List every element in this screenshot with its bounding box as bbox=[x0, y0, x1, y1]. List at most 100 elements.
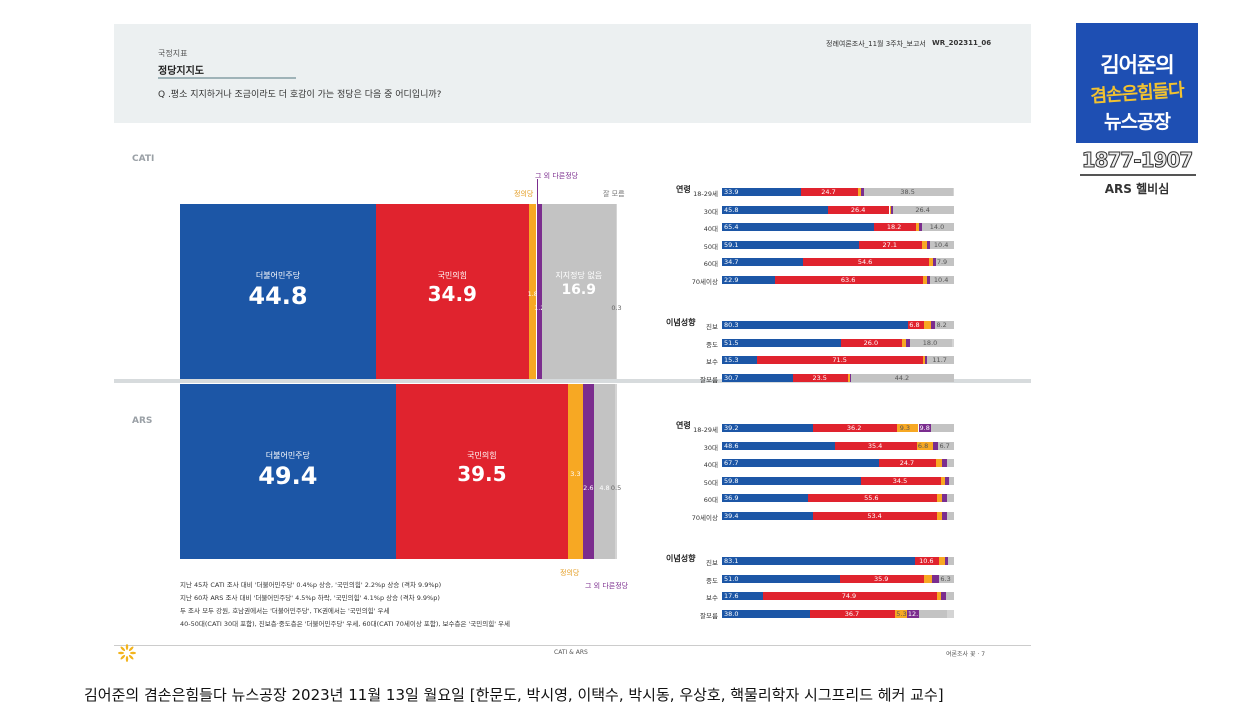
cati-breakdown-chart: 연령 18-29세 33.9 24.7 38.5 30대 45.8 26.4 26.4 40대 65… bbox=[666, 184, 966, 384]
breakdown-segment-other bbox=[891, 205, 893, 214]
main-bar-segment-justice: 1.8 bbox=[528, 204, 538, 379]
breakdown-value-label: 35.4 bbox=[867, 441, 883, 450]
breakdown-value-label: 34.7 bbox=[724, 258, 739, 266]
breakdown-row-label: 30대 bbox=[703, 443, 718, 452]
main-bar-value-label: 16.9 bbox=[561, 281, 596, 298]
breakdown-segment-dem bbox=[722, 494, 808, 502]
breakdown-segment-none bbox=[947, 494, 954, 502]
breakdown-value-label: 54.6 bbox=[857, 258, 873, 266]
main-bar-segment-dk: 0.5 bbox=[611, 384, 621, 559]
breakdown-value-label: 26.4 bbox=[915, 205, 930, 214]
breakdown-value-label: 22.9 bbox=[724, 275, 739, 284]
breakdown-value-label: 12.1 bbox=[907, 609, 923, 618]
breakdown-segment-justice bbox=[901, 338, 907, 347]
breakdown-segment-justice bbox=[936, 592, 942, 600]
ars-label: ARS 헬비심 bbox=[1104, 182, 1170, 196]
breakdown-value-label: 8.2 bbox=[936, 321, 947, 329]
breakdown-value-label: 80.3 bbox=[724, 321, 739, 329]
main-bar-category-label: 지지정당 없음 bbox=[555, 270, 603, 280]
breakdown-row-label: 진보 bbox=[706, 559, 718, 567]
breakdown-value-label: 36.2 bbox=[846, 424, 862, 432]
breakdown-value-label: 30.7 bbox=[724, 373, 739, 382]
breakdown-value-label: 11.7 bbox=[932, 356, 947, 364]
footer-page: 여론조사 꽃 · 7 bbox=[946, 651, 986, 658]
breakdown-row-label: 보수 bbox=[706, 594, 718, 602]
video-caption: 김어준의 겸손은힘들다 뉴스공장 2023년 11월 13일 월요일 [한문도,… bbox=[84, 686, 944, 704]
breakdown-value-label: 35.9 bbox=[873, 574, 889, 583]
breakdown-segment-other bbox=[850, 373, 852, 382]
breakdown-segment-other bbox=[906, 338, 910, 347]
breakdown-value-label: 39.2 bbox=[724, 424, 739, 432]
breakdown-row-label: 중도 bbox=[706, 576, 718, 585]
main-bar-category-label: 더불어민주당 bbox=[265, 450, 310, 460]
breakdown-segment-ppp bbox=[813, 511, 938, 520]
breakdown-segment-ppp bbox=[908, 321, 925, 329]
main-bar-segment-none: 지지정당 없음 16.9 bbox=[541, 204, 616, 379]
main-bar-segment-justice: 3.3 bbox=[568, 384, 583, 559]
breakdown-segment-dem bbox=[722, 258, 803, 266]
main-bar-value-label: 49.4 bbox=[258, 461, 318, 490]
breakdown-row-label: 60대 bbox=[703, 260, 718, 268]
breakdown-segment-other bbox=[945, 476, 949, 485]
breakdown-segment-none bbox=[931, 424, 954, 432]
breakdown-segment-none bbox=[926, 356, 954, 364]
breakdown-segment-none bbox=[919, 609, 948, 618]
main-bar-value-label: 0.3 bbox=[611, 303, 622, 312]
breakdown-segment-other bbox=[925, 356, 927, 364]
breakdown-segment-dem bbox=[722, 275, 776, 284]
breakdown-value-label: 9.8 bbox=[919, 424, 930, 432]
breakdown-segment-justice bbox=[896, 424, 919, 432]
breakdown-value-label: 17.6 bbox=[724, 592, 739, 600]
breakdown-segment-justice bbox=[923, 356, 926, 364]
breakdown-value-label: 67.7 bbox=[724, 459, 739, 467]
breakdown-value-label: 83.1 bbox=[724, 557, 739, 565]
breakdown-segment-other bbox=[906, 609, 920, 618]
main-bar-value-label: 4.8 bbox=[599, 483, 610, 492]
breakdown-value-label: 6.8 bbox=[909, 321, 920, 329]
main-bar-segment-ppp: 국민의힘 34.9 bbox=[375, 204, 529, 379]
breakdown-group-label: 연령 bbox=[676, 421, 691, 430]
breakdown-segment-ppp bbox=[828, 205, 890, 214]
breakdown-segment-ppp bbox=[840, 574, 924, 583]
breakdown-segment-ppp bbox=[860, 476, 941, 485]
breakdown-segment-ppp bbox=[879, 459, 937, 467]
breakdown-group-label: 이념성향 bbox=[666, 554, 696, 563]
breakdown-segment-none bbox=[938, 441, 954, 450]
breakdown-segment-justice bbox=[923, 574, 932, 583]
breakdown-segment-other bbox=[941, 511, 947, 520]
report-reference: 정례여론조사_11월 3주차_보고서 bbox=[826, 40, 926, 48]
breakdown-segment-justice bbox=[936, 459, 943, 467]
breakdown-segment-dk bbox=[947, 609, 954, 618]
breakdown-segment-dem bbox=[722, 223, 874, 231]
breakdown-value-label: 23.5 bbox=[812, 373, 827, 382]
ars-breakdown-chart: 연령 18-29세 39.2 36.2 9.3 9.8 30대 48.6 35.4 6.8 6.7 4… bbox=[666, 420, 966, 620]
breakdown-value-label: 6.8 bbox=[917, 441, 929, 450]
breakdown-segment-none bbox=[892, 205, 954, 214]
breakdown-value-label: 38.0 bbox=[724, 609, 739, 618]
breakdown-value-label: 7.9 bbox=[936, 258, 948, 266]
breakdown-segment-none bbox=[939, 574, 954, 583]
breakdown-value-label: 59.1 bbox=[724, 240, 739, 249]
breakdown-segment-justice bbox=[895, 609, 907, 618]
breakdown-segment-ppp bbox=[775, 275, 923, 284]
ars-stacked-bar: 더불어민주당 49.4 국민의힘 39.5 3.3 2.6 4.8 0.5 bbox=[180, 384, 621, 559]
breakdown-segment-none bbox=[929, 240, 954, 249]
main-bar-value-label: 1.2 bbox=[534, 303, 545, 312]
breakdown-segment-justice bbox=[847, 373, 851, 382]
breakdown-segment-none bbox=[909, 338, 952, 347]
breakdown-segment-none bbox=[948, 557, 954, 565]
breakdown-row-label: 잘모름 bbox=[700, 611, 718, 620]
breakdown-value-label: 71.5 bbox=[832, 356, 847, 364]
breakdown-value-label: 65.4 bbox=[724, 223, 739, 231]
cati-justice-callout: 정의당 bbox=[514, 190, 534, 198]
breakdown-segment-dem bbox=[722, 424, 813, 432]
breakdown-segment-justice bbox=[929, 258, 933, 266]
breakdown-value-label: 44.2 bbox=[894, 373, 910, 382]
breakdown-segment-none bbox=[929, 275, 954, 284]
breakdown-row-label: 40대 bbox=[703, 461, 718, 469]
note-1: 지난 45차 CATI 조사 대비 '더불어민주당' 0.4%p 상승, '국민… bbox=[180, 581, 442, 589]
breakdown-segment-ppp bbox=[834, 441, 917, 450]
breakdown-segment-justice bbox=[940, 476, 946, 485]
breakdown-value-label: 27.1 bbox=[882, 240, 898, 249]
breakdown-value-label: 10.6 bbox=[919, 557, 934, 565]
